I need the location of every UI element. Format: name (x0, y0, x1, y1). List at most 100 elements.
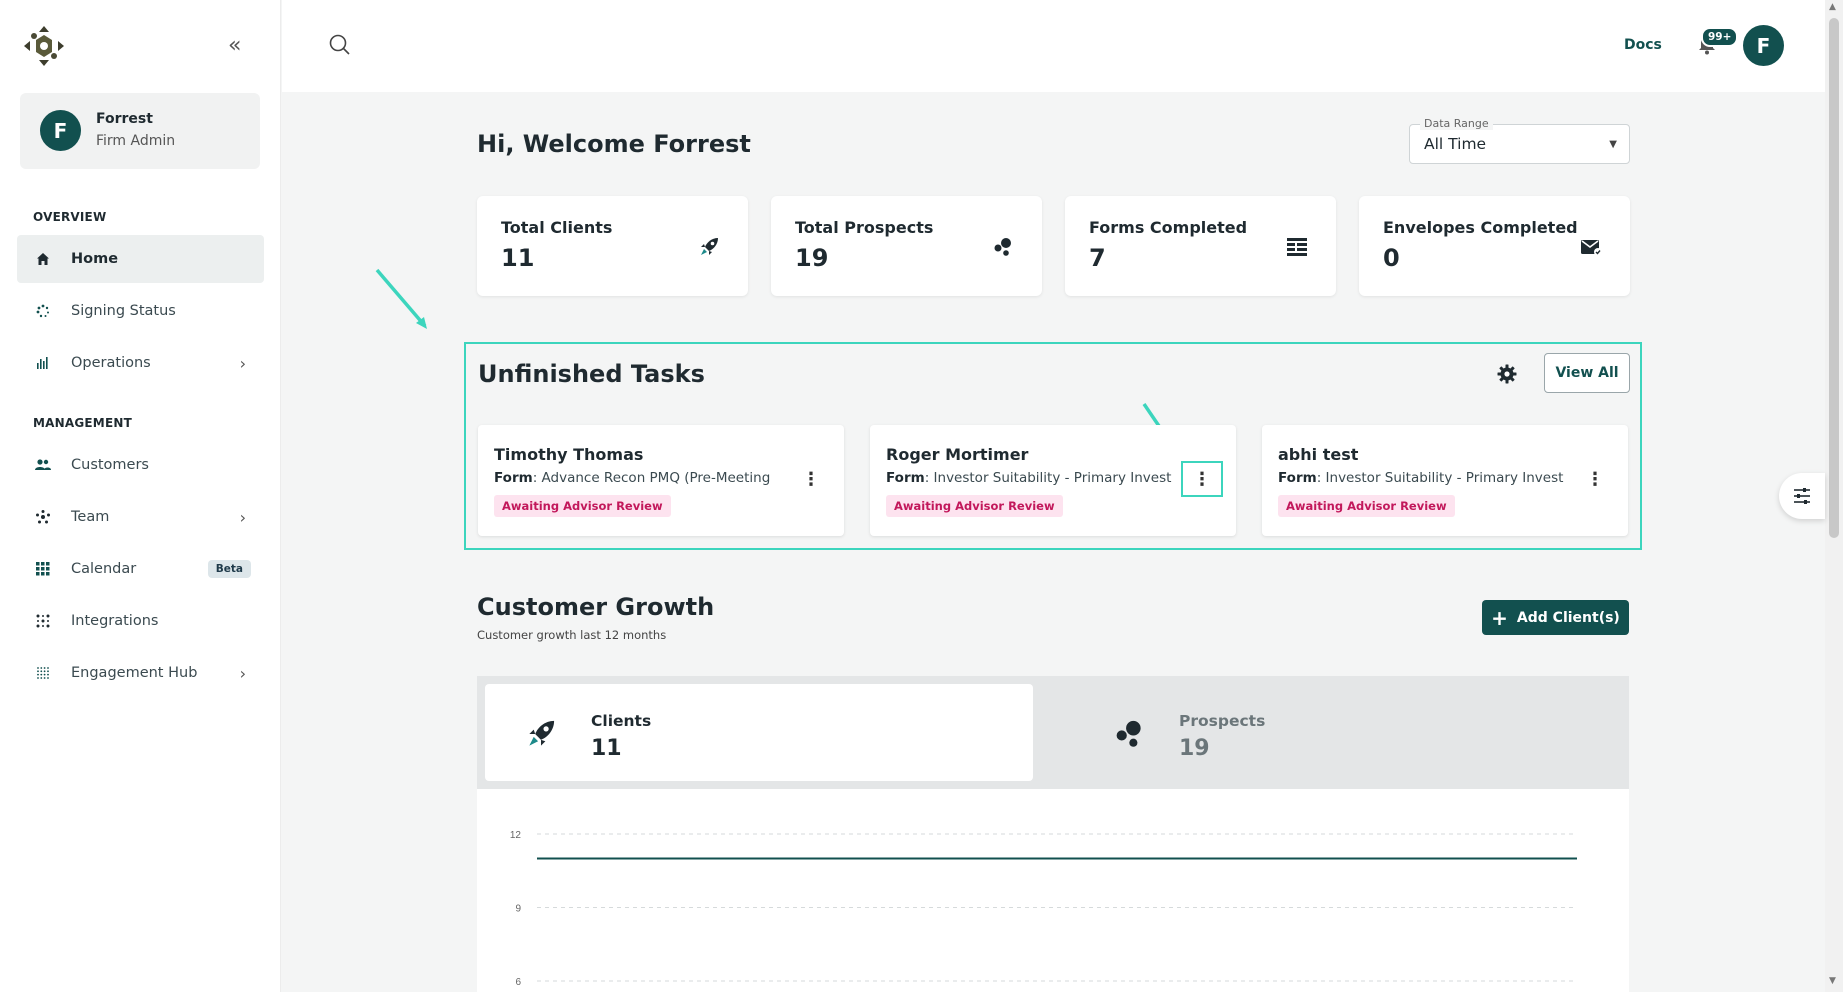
status-badge: Awaiting Advisor Review (494, 495, 671, 517)
rocket-icon (701, 238, 718, 255)
home-icon (34, 250, 52, 268)
tab-value: 19 (1179, 736, 1210, 761)
stat-title: Forms Completed (1089, 218, 1248, 237)
add-clients-label: Add Client(s) (1516, 609, 1620, 626)
chevron-right-icon: › (239, 663, 246, 683)
search-icon[interactable] (328, 33, 352, 57)
task-form: Form: Advance Recon PMQ (Pre-Meeting (494, 470, 770, 486)
scroll-up-icon[interactable]: ▲ (1829, 2, 1836, 12)
user-avatar[interactable]: F (1743, 25, 1784, 66)
brand-logo[interactable] (22, 24, 66, 68)
form-name: : Advance Recon PMQ (Pre-Meeting (532, 470, 771, 486)
data-range-legend: Data Range (1420, 117, 1493, 130)
sidebar-item-integrations[interactable]: Integrations (17, 597, 264, 645)
y-tick-label: 9 (515, 904, 521, 915)
more-options-icon[interactable]: ⋮ (1181, 461, 1223, 497)
annotation-arrow (375, 268, 427, 329)
page-title: Hi, Welcome Forrest (477, 130, 751, 158)
task-card[interactable]: abhi test Form: Investor Suitability - P… (1262, 425, 1628, 536)
stat-card-forms-completed: Forms Completed 7 (1065, 196, 1336, 296)
view-all-button[interactable]: View All (1544, 353, 1630, 393)
stat-card-envelopes-completed: Envelopes Completed 0 (1359, 196, 1630, 296)
form-label: Form (1278, 470, 1317, 486)
beta-badge: Beta (207, 560, 251, 578)
user-name: Forrest (96, 111, 153, 127)
sidebar-item-operations[interactable]: Operations › (17, 339, 264, 387)
collapse-sidebar-icon[interactable]: « (228, 33, 242, 58)
stat-value: 19 (795, 244, 829, 272)
tab-prospects[interactable]: Prospects 19 (1073, 684, 1621, 781)
task-form: Form: Investor Suitability - Primary Inv… (886, 470, 1171, 486)
sidebar: « F Forrest Firm Admin OVERVIEW Home Sig… (0, 0, 281, 992)
form-label: Form (886, 470, 925, 486)
more-options-icon[interactable]: ⋮ (802, 468, 820, 490)
gear-icon[interactable] (1497, 364, 1517, 384)
sidebar-item-engagement-hub[interactable]: Engagement Hub › (17, 649, 264, 697)
team-icon (34, 508, 52, 526)
sidebar-item-customers[interactable]: Customers (17, 441, 264, 489)
task-card[interactable]: Roger Mortimer Form: Investor Suitabilit… (870, 425, 1236, 536)
stat-card-total-prospects: Total Prospects 19 (771, 196, 1042, 296)
sidebar-item-signing-status[interactable]: Signing Status (17, 287, 264, 335)
stat-title: Total Clients (501, 218, 613, 237)
section-title-overview: OVERVIEW (33, 210, 107, 224)
sidebar-item-home[interactable]: Home (17, 235, 264, 283)
y-tick-label: 6 (515, 977, 521, 988)
task-client-name: Roger Mortimer (886, 445, 1029, 464)
growth-tabs: Clients 11 Prospects 19 (477, 676, 1629, 789)
spinner-icon (34, 302, 52, 320)
sidebar-item-calendar[interactable]: Calendar Beta (17, 545, 264, 593)
form-label: Form (494, 470, 533, 486)
chevron-right-icon: › (239, 507, 246, 527)
section-title: Customer Growth (477, 593, 715, 621)
stat-title: Envelopes Completed (1383, 218, 1578, 237)
section-title: Unfinished Tasks (478, 360, 705, 388)
notification-badge: 99+ (1701, 27, 1739, 47)
bubbles-icon (994, 238, 1011, 256)
form-name: : Investor Suitability - Primary Invest (1316, 470, 1564, 486)
sidebar-item-label: Signing Status (71, 303, 176, 319)
sidebar-item-label: Integrations (71, 613, 159, 629)
sidebar-item-team[interactable]: Team › (17, 493, 264, 541)
status-badge: Awaiting Advisor Review (1278, 495, 1455, 517)
bubbles-icon (1116, 720, 1141, 747)
sidebar-item-label: Engagement Hub (71, 665, 198, 681)
customer-growth-panel: Clients 11 Prospects 19 12 9 6 (477, 676, 1629, 992)
sidebar-item-label: Operations (71, 355, 151, 371)
hub-icon (34, 664, 52, 682)
task-card[interactable]: Timothy Thomas Form: Advance Recon PMQ (… (478, 425, 844, 536)
grid-icon (34, 560, 52, 578)
envelope-check-icon (1581, 240, 1602, 256)
user-profile-card[interactable]: F Forrest Firm Admin (20, 93, 260, 169)
avatar: F (40, 110, 81, 151)
scroll-thumb[interactable] (1829, 18, 1839, 538)
tab-clients[interactable]: Clients 11 (485, 684, 1033, 781)
more-options-icon[interactable]: ⋮ (1586, 468, 1604, 490)
docs-link[interactable]: Docs (1624, 37, 1662, 53)
caret-down-icon: ▼ (1609, 139, 1617, 150)
stat-card-total-clients: Total Clients 11 (477, 196, 748, 296)
sidebar-item-label: Home (71, 251, 119, 267)
user-role: Firm Admin (96, 133, 176, 149)
page-scrollbar[interactable]: ▲ ▼ (1825, 0, 1843, 992)
y-tick-label: 12 (510, 830, 522, 841)
scroll-down-icon[interactable]: ▼ (1829, 976, 1836, 986)
sidebar-item-label: Team (71, 509, 110, 525)
section-title-management: MANAGEMENT (33, 416, 132, 430)
tab-label: Clients (591, 712, 652, 730)
status-badge: Awaiting Advisor Review (886, 495, 1063, 517)
stat-value: 7 (1089, 244, 1106, 272)
tab-label: Prospects (1179, 712, 1266, 730)
chart-icon (34, 354, 52, 372)
sidebar-item-label: Customers (71, 457, 149, 473)
plus-icon: + (1491, 605, 1508, 630)
data-range-select[interactable]: Data Range All Time ▼ (1409, 117, 1630, 164)
users-icon (34, 456, 52, 474)
filter-sliders-icon[interactable] (1779, 473, 1825, 519)
section-subtitle: Customer growth last 12 months (477, 628, 667, 642)
chevron-right-icon: › (239, 353, 246, 373)
sidebar-item-label: Calendar (71, 561, 137, 577)
stat-title: Total Prospects (795, 218, 934, 237)
add-clients-button[interactable]: + Add Client(s) (1482, 600, 1629, 635)
form-name: : Investor Suitability - Primary Invest (924, 470, 1172, 486)
